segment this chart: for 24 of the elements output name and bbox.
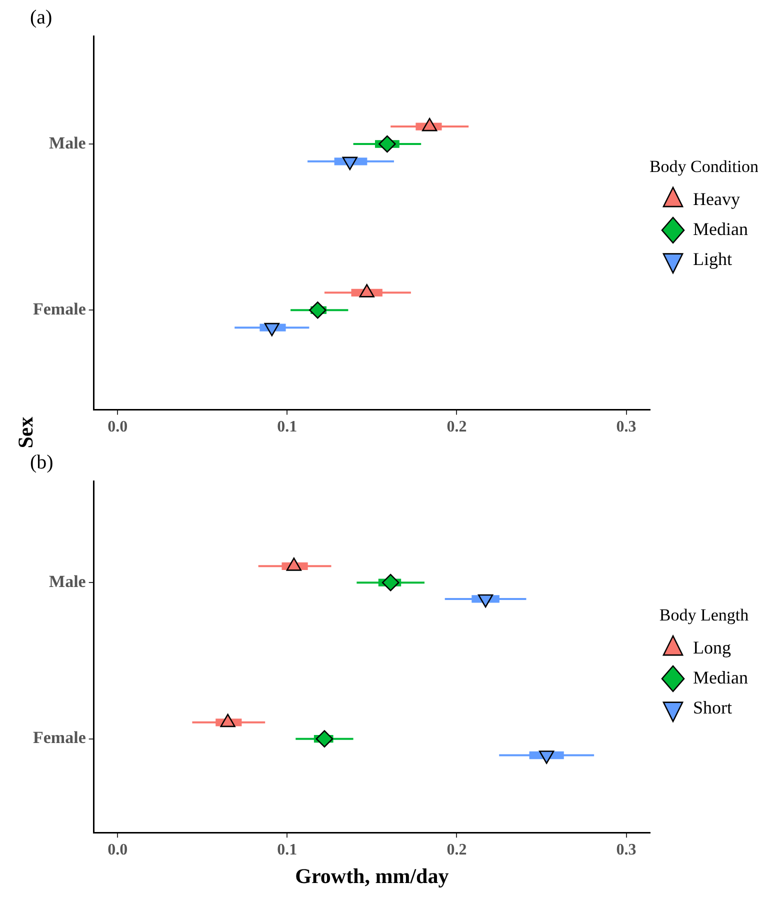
y-tick-label: Female [33,728,86,748]
y-tick-label: Male [49,133,86,152]
x-tick-label: 0.2 [446,418,467,436]
x-tick-label: 0.0 [108,841,128,858]
chart-title: (b) [30,451,54,474]
x-tick-label: 0.3 [616,841,636,858]
legend-label: Light [693,248,732,269]
y-tick-label: Male [49,572,86,591]
x-tick-label: 0.0 [108,418,128,436]
x-tick-label: 0.1 [277,418,298,436]
legend-label: Heavy [693,188,740,209]
legend-title: Body Condition [649,156,760,176]
x-tick-label: 0.2 [446,841,467,858]
legend-label: Short [693,697,732,718]
x-tick-label: 0.3 [616,418,636,436]
x-axis-title: Growth, mm/day [295,864,450,888]
chart-title: (a) [30,6,52,28]
legend-label: Median [693,218,748,239]
x-tick-label: 0.1 [277,841,298,858]
y-axis-title: Sex [13,416,38,448]
legend-label: Median [693,667,748,688]
legend-title: Body Length [659,605,750,624]
y-tick-label: Female [33,300,86,319]
legend-label: Long [693,637,732,658]
